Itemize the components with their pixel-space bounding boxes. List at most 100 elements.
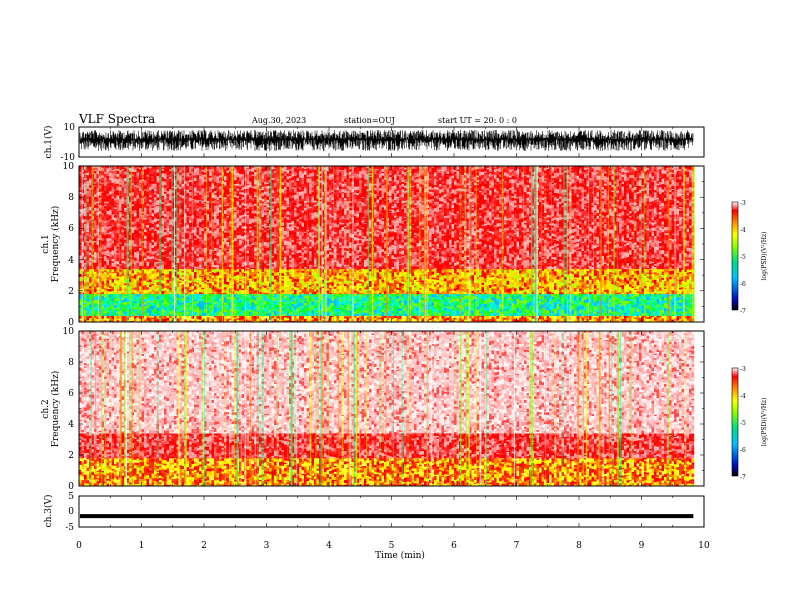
spectrogram-cell	[579, 293, 582, 298]
spectrogram-cell	[506, 311, 510, 314]
spectrogram-cell	[436, 303, 440, 306]
spectrogram-cell	[609, 307, 612, 310]
spectrogram-cell	[441, 288, 445, 292]
spectrogram-cell	[134, 313, 137, 316]
spectrogram-cell	[194, 306, 197, 310]
spectrogram-cell	[419, 313, 422, 316]
spectrogram-cell	[416, 293, 420, 296]
spectrogram-cell	[209, 315, 212, 318]
spectrogram-cell	[306, 295, 310, 299]
spectrogram-cell	[636, 304, 640, 307]
spectrogram-cell	[246, 270, 250, 273]
spectrogram-cell	[636, 315, 640, 318]
spectrogram-cell	[229, 270, 232, 275]
spectrogram-cell	[379, 276, 382, 280]
spectrogram-cell	[611, 315, 615, 316]
spectrogram-cell	[341, 273, 345, 277]
spectrogram-cell	[104, 317, 107, 321]
spectrogram-cell	[294, 300, 297, 304]
spectrogram-cell	[456, 298, 460, 300]
spectrogram-cell	[499, 290, 502, 295]
spectrogram-cell	[654, 320, 657, 323]
spectrogram-cell	[364, 312, 367, 316]
spectrogram-cell	[404, 270, 407, 273]
spectrogram-cell	[209, 269, 212, 271]
spectrogram-cell	[419, 318, 422, 320]
spectrogram-cell	[549, 293, 552, 296]
spectrogram-cell	[449, 292, 452, 295]
spectrogram-cell	[121, 293, 125, 297]
spectrogram-cell	[499, 270, 502, 272]
spectrogram-cell	[481, 300, 485, 304]
spectrogram-cell	[171, 305, 175, 310]
spectrogram-cell	[689, 319, 692, 323]
spectrogram-cell	[321, 298, 325, 302]
spectrogram-cell	[319, 280, 322, 283]
spectrogram-cell	[641, 309, 645, 311]
spectrogram-cell	[381, 292, 385, 294]
spectrogram-cell	[381, 293, 385, 295]
spectrogram-cell	[146, 312, 150, 316]
spectrogram-cell	[181, 307, 185, 311]
spectrogram-cell	[154, 280, 157, 284]
spectrogram-cell	[356, 298, 360, 302]
spectrogram-cell	[251, 319, 255, 321]
spectrogram-cell	[436, 290, 440, 293]
spectrogram-cell	[219, 319, 222, 323]
spectrogram-cell	[249, 284, 252, 288]
spectrogram-cell	[336, 280, 340, 285]
spectrogram-cell	[441, 293, 445, 297]
spectrogram-cell	[171, 293, 175, 296]
spectrogram-cell	[79, 313, 82, 316]
spectrogram-cell	[436, 305, 440, 307]
spectrogram-cell	[246, 318, 250, 321]
spectrogram-cell	[654, 317, 657, 319]
spectrogram-cell	[389, 286, 392, 290]
spectrogram-cell	[121, 272, 125, 277]
spectrogram-cell	[689, 296, 692, 300]
spectrogram-cell	[651, 319, 655, 322]
spectrogram-cell	[101, 271, 105, 274]
spectrogram-cell	[124, 270, 127, 275]
spectrogram-cell	[524, 304, 527, 307]
spectrogram-cell	[399, 273, 402, 278]
spectrogram-cell	[661, 300, 665, 305]
spectrogram-cell	[509, 274, 512, 279]
spectrogram-cell	[431, 282, 435, 286]
spectrogram-cell	[484, 284, 487, 289]
spectrogram-cell	[331, 282, 335, 287]
spectrogram-cell	[454, 302, 457, 306]
spectrogram-cell	[179, 308, 182, 310]
spectrogram-cell	[414, 299, 417, 303]
spectrogram-cell	[639, 315, 642, 318]
spectrogram-cell	[329, 296, 332, 299]
spectrogram-cell	[596, 305, 600, 307]
spectrogram-cell	[311, 318, 315, 320]
spectrogram-cell	[499, 318, 502, 321]
spectrogram-cell	[284, 279, 287, 284]
spectrogram-cell	[584, 302, 587, 307]
spectrogram-cell	[479, 318, 482, 320]
spectrogram-cell	[334, 293, 337, 295]
spectrogram-cell	[114, 313, 117, 315]
spectrogram-cell	[101, 277, 105, 279]
spectrogram-cell	[236, 318, 240, 320]
spectrogram-cell	[164, 277, 167, 281]
spectrogram-cell	[439, 317, 442, 321]
spectrogram-cell	[329, 305, 332, 309]
spectrogram-cell	[454, 315, 457, 316]
spectrogram-cell	[576, 300, 580, 303]
spectrogram-cell	[671, 314, 675, 316]
spectrogram-cell	[329, 298, 332, 301]
spectrogram-cell	[331, 269, 335, 273]
spectrogram-cell	[589, 306, 592, 309]
spectrogram-cell	[479, 307, 482, 310]
spectrogram-cell	[471, 313, 475, 316]
spectrogram-cell	[446, 293, 450, 298]
spectrogram-cell	[191, 305, 195, 309]
spectrogram-cell	[251, 269, 255, 273]
spectrogram-cell	[404, 305, 407, 309]
spectrogram-cell	[374, 286, 377, 289]
spectrogram-cell	[86, 309, 90, 312]
spectrogram-cell	[281, 276, 285, 278]
